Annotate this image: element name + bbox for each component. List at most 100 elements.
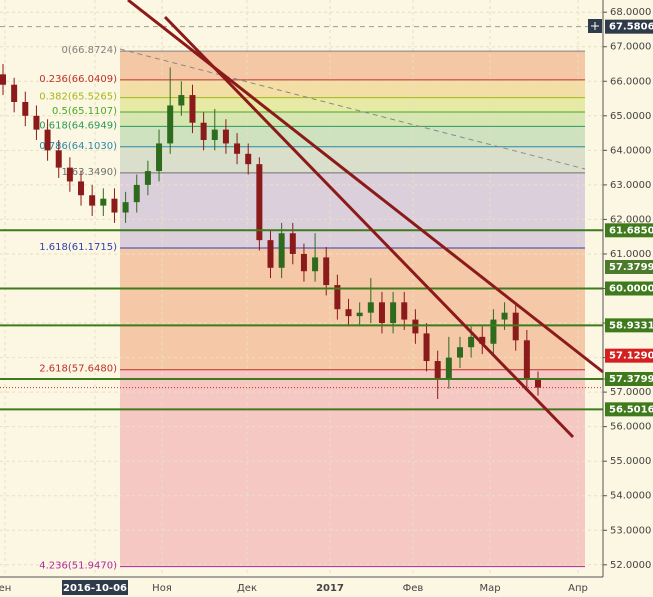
axis-background	[603, 0, 653, 597]
price-label: 60.0000	[609, 284, 653, 295]
candle-body	[167, 105, 174, 144]
fib-zone	[120, 79, 585, 98]
fib-label: 0(66.8724)	[61, 45, 117, 56]
fib-zone	[120, 146, 585, 173]
fib-label: 1(63.3490)	[61, 167, 117, 178]
candle-body	[200, 122, 207, 140]
candle-body	[468, 336, 475, 348]
candle-body	[178, 95, 185, 106]
fib-zone	[120, 248, 585, 370]
y-tick-label: 53.0000	[610, 525, 651, 536]
x-tick-label: Апр	[568, 583, 588, 594]
candle-body	[211, 129, 218, 140]
candle-body	[356, 312, 363, 317]
price-label-box	[605, 19, 653, 34]
candle-body	[133, 184, 140, 203]
price-label-box	[605, 318, 653, 333]
price-label-box	[605, 223, 653, 238]
candle-body	[312, 257, 319, 272]
fib-zone	[120, 51, 585, 80]
candle-body	[334, 285, 341, 310]
candle-body	[479, 336, 486, 344]
candle-body	[256, 164, 263, 241]
date-highlight	[62, 580, 128, 595]
x-tick-label: ен	[0, 583, 11, 594]
price-label-box	[605, 259, 653, 274]
candle-body	[33, 115, 40, 130]
price-label: 61.6850	[609, 225, 653, 236]
y-tick-label: 67.0000	[610, 42, 651, 53]
candle-body	[156, 143, 163, 172]
y-tick-label: 56.0000	[610, 422, 651, 433]
candle-body	[267, 240, 274, 268]
fib-label: 4.236(51.9470)	[39, 561, 117, 572]
y-tick-label: 62.0000	[610, 214, 651, 225]
candle-body	[245, 153, 252, 165]
axis-background	[0, 577, 603, 597]
candle-body	[300, 253, 307, 272]
fib-zone	[120, 126, 585, 147]
x-tick-label: Дек	[237, 583, 257, 594]
plus-icon	[591, 22, 599, 30]
candle-body	[122, 202, 129, 213]
candle-body	[11, 84, 18, 102]
trend-line	[163, 15, 575, 439]
fib-label: 1.618(61.1715)	[39, 242, 117, 253]
y-tick-label: 61.0000	[610, 249, 651, 260]
candle-body	[378, 302, 385, 324]
candle-body	[144, 171, 151, 185]
x-tick-label: 2016-10-06	[63, 583, 127, 594]
x-tick-label: Ноя	[152, 583, 172, 594]
fib-label: 0.786(64.1030)	[39, 141, 117, 152]
candle-body	[89, 195, 96, 206]
price-label: 57.3799	[609, 262, 653, 273]
price-label: 57.3799	[609, 374, 653, 385]
fib-label: 0.618(64.6949)	[39, 120, 117, 131]
candle-body	[412, 319, 419, 334]
candle-body	[78, 181, 85, 196]
fib-label: 0.5(65.1107)	[52, 106, 117, 117]
price-label-box	[605, 371, 653, 386]
y-tick-label: 66.0000	[610, 76, 651, 87]
candle-body	[390, 302, 397, 324]
price-label: 67.5806	[609, 22, 653, 33]
price-label-box	[605, 402, 653, 417]
y-tick-label: 68.0000	[610, 7, 651, 18]
candle-body	[456, 347, 463, 358]
fib-zone	[120, 369, 585, 567]
y-tick-label: 57.0000	[610, 387, 651, 398]
candle-body	[289, 233, 296, 254]
y-tick-label: 63.0000	[610, 180, 651, 191]
candle-body	[535, 378, 541, 388]
y-tick-label: 65.0000	[610, 111, 651, 122]
candle-body	[323, 257, 330, 286]
fib-label: 0.382(65.5265)	[39, 92, 117, 103]
candle-body	[111, 198, 118, 213]
fib-label: 0.236(66.0409)	[39, 74, 117, 85]
candle-body	[278, 233, 285, 268]
candle-body	[512, 312, 519, 341]
y-tick-label: 55.0000	[610, 456, 651, 467]
candle-body	[345, 309, 352, 317]
price-label-box	[605, 348, 653, 363]
y-tick-label: 54.0000	[610, 491, 651, 502]
y-tick-label: 64.0000	[610, 145, 651, 156]
candle-body	[234, 143, 241, 154]
candle-body	[22, 101, 29, 116]
price-label: 57.1290	[609, 351, 653, 362]
candle-body	[100, 198, 107, 206]
x-tick-label: Мар	[479, 583, 500, 594]
candle-body	[445, 357, 452, 379]
candle-body	[401, 302, 408, 320]
price-label-box	[605, 281, 653, 296]
candle-body	[523, 340, 530, 379]
candle-body	[423, 333, 430, 362]
candle-body	[222, 129, 229, 144]
x-tick-label: Фев	[403, 583, 424, 594]
price-label: 56.5016	[609, 404, 653, 415]
candle-body	[66, 167, 73, 182]
candle-body	[55, 150, 62, 168]
price-label: 58.9331	[609, 320, 653, 331]
candle-body	[189, 95, 196, 123]
x-tick-label: 2017	[316, 583, 344, 594]
